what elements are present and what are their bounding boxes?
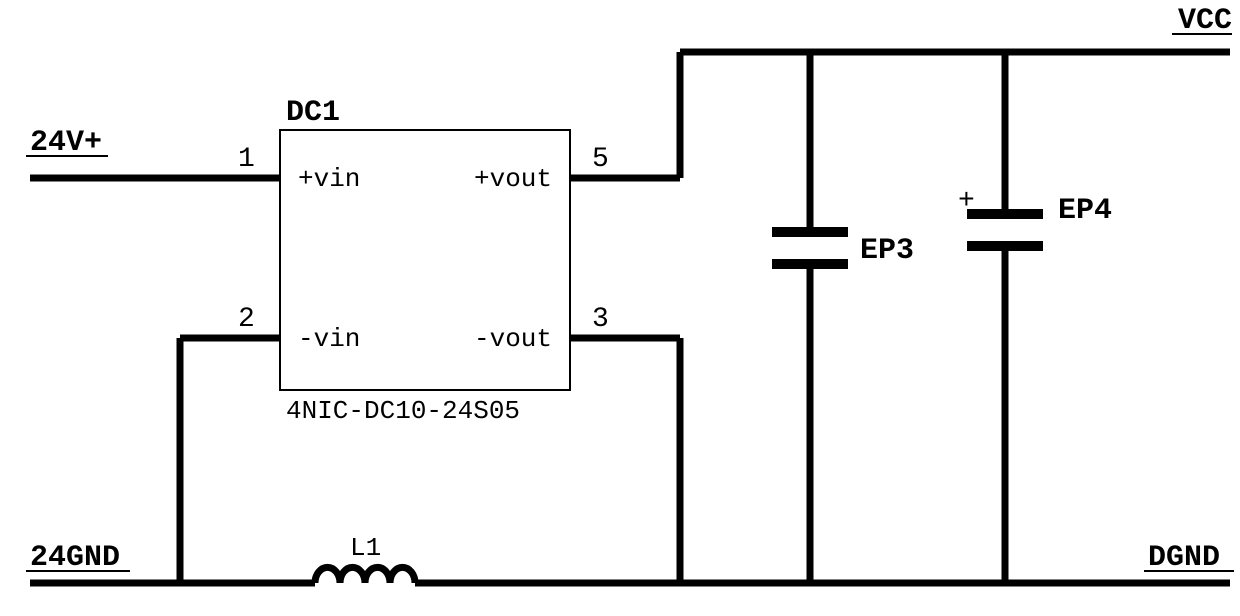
dc1-refdes: DC1 bbox=[286, 96, 340, 130]
port-vout-minus-label: -vout bbox=[474, 324, 552, 354]
net-24v-plus-label: 24V+ bbox=[30, 126, 102, 160]
port-vout-plus-label: +vout bbox=[474, 164, 552, 194]
l1-refdes: L1 bbox=[350, 533, 381, 563]
pin-5-number: 5 bbox=[592, 144, 609, 175]
pin-2-number: 2 bbox=[238, 304, 255, 335]
wires-group bbox=[26, 34, 1234, 583]
net-24gnd-label: 24GND bbox=[30, 541, 120, 575]
port-vin-minus-label: -vin bbox=[298, 324, 360, 354]
net-dgnd-label: DGND bbox=[1148, 541, 1220, 575]
port-vin-plus-label: +vin bbox=[298, 164, 360, 194]
ep3-refdes: EP3 bbox=[860, 234, 914, 268]
ep4-refdes: EP4 bbox=[1058, 194, 1112, 228]
pin-1-number: 1 bbox=[238, 144, 255, 175]
schematic-canvas: DC1 4NIC-DC10-24S05 +vin -vin +vout -vou… bbox=[0, 0, 1240, 616]
dc1-partnum: 4NIC-DC10-24S05 bbox=[286, 396, 520, 426]
net-vcc-label: VCC bbox=[1178, 4, 1232, 38]
pin-3-number: 3 bbox=[592, 304, 609, 335]
